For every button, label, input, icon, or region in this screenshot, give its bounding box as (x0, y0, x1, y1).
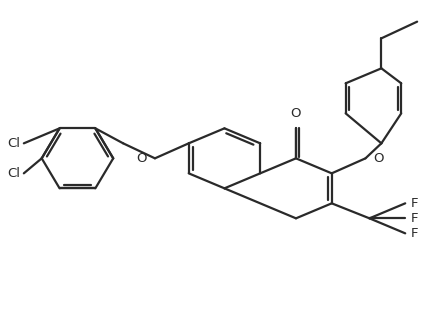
Text: Cl: Cl (7, 137, 20, 150)
Text: F: F (411, 227, 419, 240)
Text: O: O (374, 152, 384, 165)
Text: Cl: Cl (7, 167, 20, 180)
Text: O: O (136, 152, 147, 165)
Text: F: F (411, 212, 419, 225)
Text: F: F (411, 197, 419, 210)
Text: O: O (291, 107, 301, 120)
